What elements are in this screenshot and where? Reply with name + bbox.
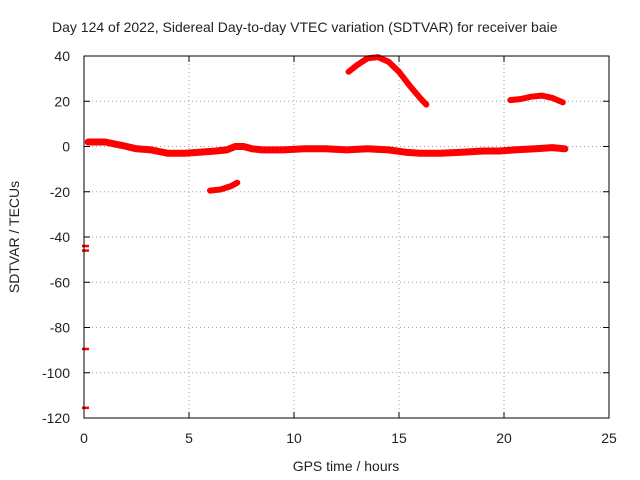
x-tick-label: 15 xyxy=(391,430,407,446)
x-tick-label: 25 xyxy=(601,430,617,446)
series-path xyxy=(84,138,569,157)
x-axis-label: GPS time / hours xyxy=(293,458,400,474)
y-tick-label: 20 xyxy=(54,93,70,109)
series-path xyxy=(507,92,566,106)
data-series xyxy=(82,54,569,410)
x-tick-label: 5 xyxy=(185,430,193,446)
y-tick-label: -120 xyxy=(42,410,70,426)
y-tick-label: -40 xyxy=(50,229,70,245)
y-tick-label: -60 xyxy=(50,274,70,290)
x-tick-label: 10 xyxy=(286,430,302,446)
plot-frame xyxy=(83,55,610,419)
series-path xyxy=(345,54,430,108)
x-tick-label: 0 xyxy=(80,430,88,446)
y-tick-label: -20 xyxy=(50,184,70,200)
grid-lines xyxy=(84,56,609,418)
y-tick-label: 0 xyxy=(62,139,70,155)
y-tick-label: 40 xyxy=(54,48,70,64)
y-axis-label: SDTVAR / TECUs xyxy=(6,181,22,293)
chart-title: Day 124 of 2022, Sidereal Day-to-day VTE… xyxy=(52,19,558,35)
y-tick-label: -80 xyxy=(50,320,70,336)
axis-ticks: 0 5 10 15 20 25 -120 -100 -80 -60 -40 -20 0 20 40 xyxy=(42,48,617,446)
x-tick-label: 20 xyxy=(496,430,512,446)
y-tick-label: -100 xyxy=(42,365,70,381)
series-path xyxy=(207,179,241,194)
